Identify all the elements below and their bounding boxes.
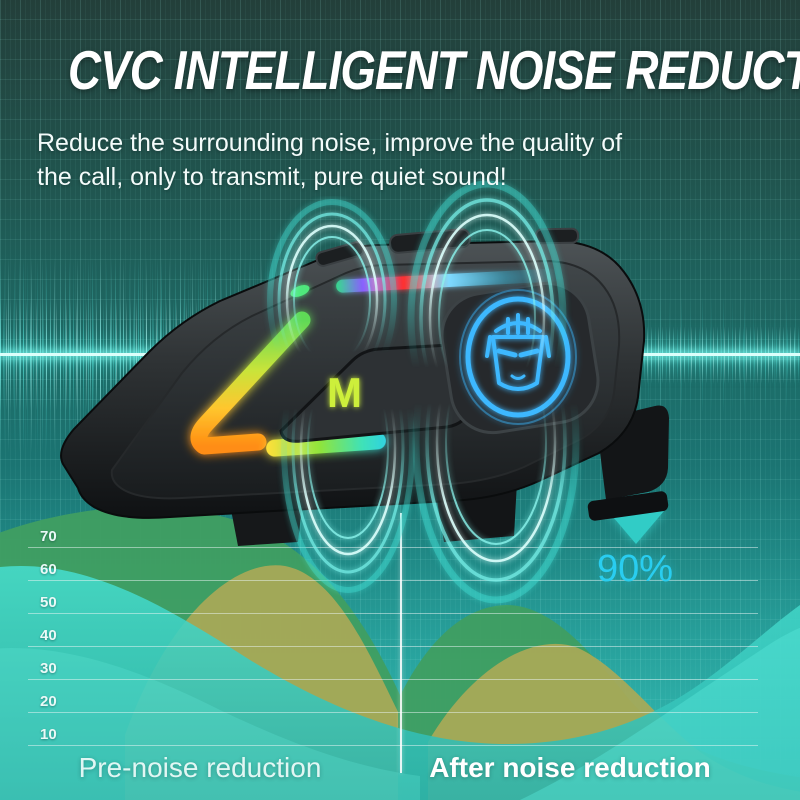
subtitle: Reduce the surrounding noise, improve th… xyxy=(37,126,737,194)
logo-panel xyxy=(440,281,600,435)
after-noise-label: After noise reduction xyxy=(429,752,711,783)
gridline xyxy=(28,679,758,680)
y-axis-tick-label: 40 xyxy=(40,627,57,644)
arrow-down-icon xyxy=(623,485,649,512)
reduction-value: 90% xyxy=(596,548,674,590)
y-axis-tick-label: 30 xyxy=(40,660,57,677)
y-axis-tick-label: 60 xyxy=(40,561,57,578)
device-mounts xyxy=(228,405,669,546)
waveform-quiet-sparse-spikes xyxy=(618,295,800,415)
device-face-panel xyxy=(110,259,621,500)
waveform-quiet-spikes xyxy=(618,326,800,384)
pre-noise-label: Pre-noise reduction xyxy=(78,752,322,783)
audio-waveform xyxy=(0,255,800,455)
rgb-led-strip xyxy=(290,268,562,297)
waveform-loud-core-spikes xyxy=(0,299,620,411)
robot-face-icon xyxy=(485,313,551,391)
y-axis-tick-label: 50 xyxy=(40,594,57,611)
m-button-label: M xyxy=(327,369,362,416)
arrow-down-icon xyxy=(608,511,664,544)
page-title: CVC INTELLIGENT NOISE REDUCTION xyxy=(68,39,800,101)
m-button-plate xyxy=(279,342,483,443)
waveform-loud-spikes xyxy=(0,257,620,453)
ring-group-top-left xyxy=(267,199,397,401)
side-led-chevron xyxy=(190,311,311,455)
ring-group-bottom-right xyxy=(412,280,580,604)
gridline xyxy=(28,712,758,713)
gridline xyxy=(28,613,758,614)
gridline xyxy=(28,646,758,647)
y-axis-tick-label: 10 xyxy=(40,726,57,743)
device-top-buttons xyxy=(315,227,580,267)
waveform-centerline xyxy=(0,353,800,356)
bottom-led-strip xyxy=(266,432,386,457)
subtitle-line-1: Reduce the surrounding noise, improve th… xyxy=(37,129,623,157)
y-axis-tick-label: 20 xyxy=(40,693,57,710)
gridline xyxy=(28,745,758,746)
ring-group-top-right xyxy=(407,180,567,456)
device-body xyxy=(60,239,646,519)
y-axis-tick-label: 70 xyxy=(40,528,57,545)
subtitle-line-2: the call, only to transmit, pure quiet s… xyxy=(37,163,507,191)
device-logo xyxy=(459,289,577,425)
section-divider xyxy=(400,513,402,773)
